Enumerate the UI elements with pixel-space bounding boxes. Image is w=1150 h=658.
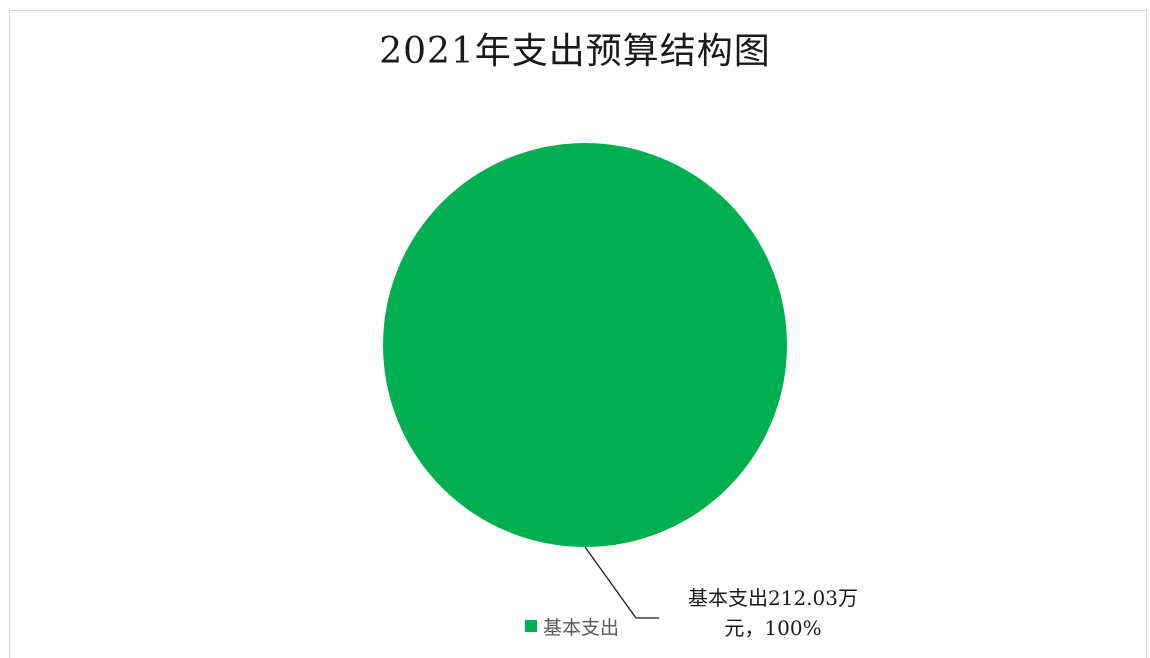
pie-slice-0: [383, 143, 787, 547]
pie-slices: [383, 143, 787, 547]
chart-title: 2021年支出预算结构图: [379, 31, 771, 72]
slice-data-label-line-2: 元，100%: [724, 616, 822, 640]
legend-swatch: [525, 620, 537, 632]
legend-entry-label: 基本支出: [543, 616, 620, 639]
chart-legend: 基本支出: [525, 614, 620, 639]
data-label-leader-line: [584, 546, 659, 619]
slice-data-label: 基本支出212.03万 元，100%: [658, 583, 888, 643]
slice-data-label-line-1: 基本支出212.03万: [688, 586, 858, 610]
